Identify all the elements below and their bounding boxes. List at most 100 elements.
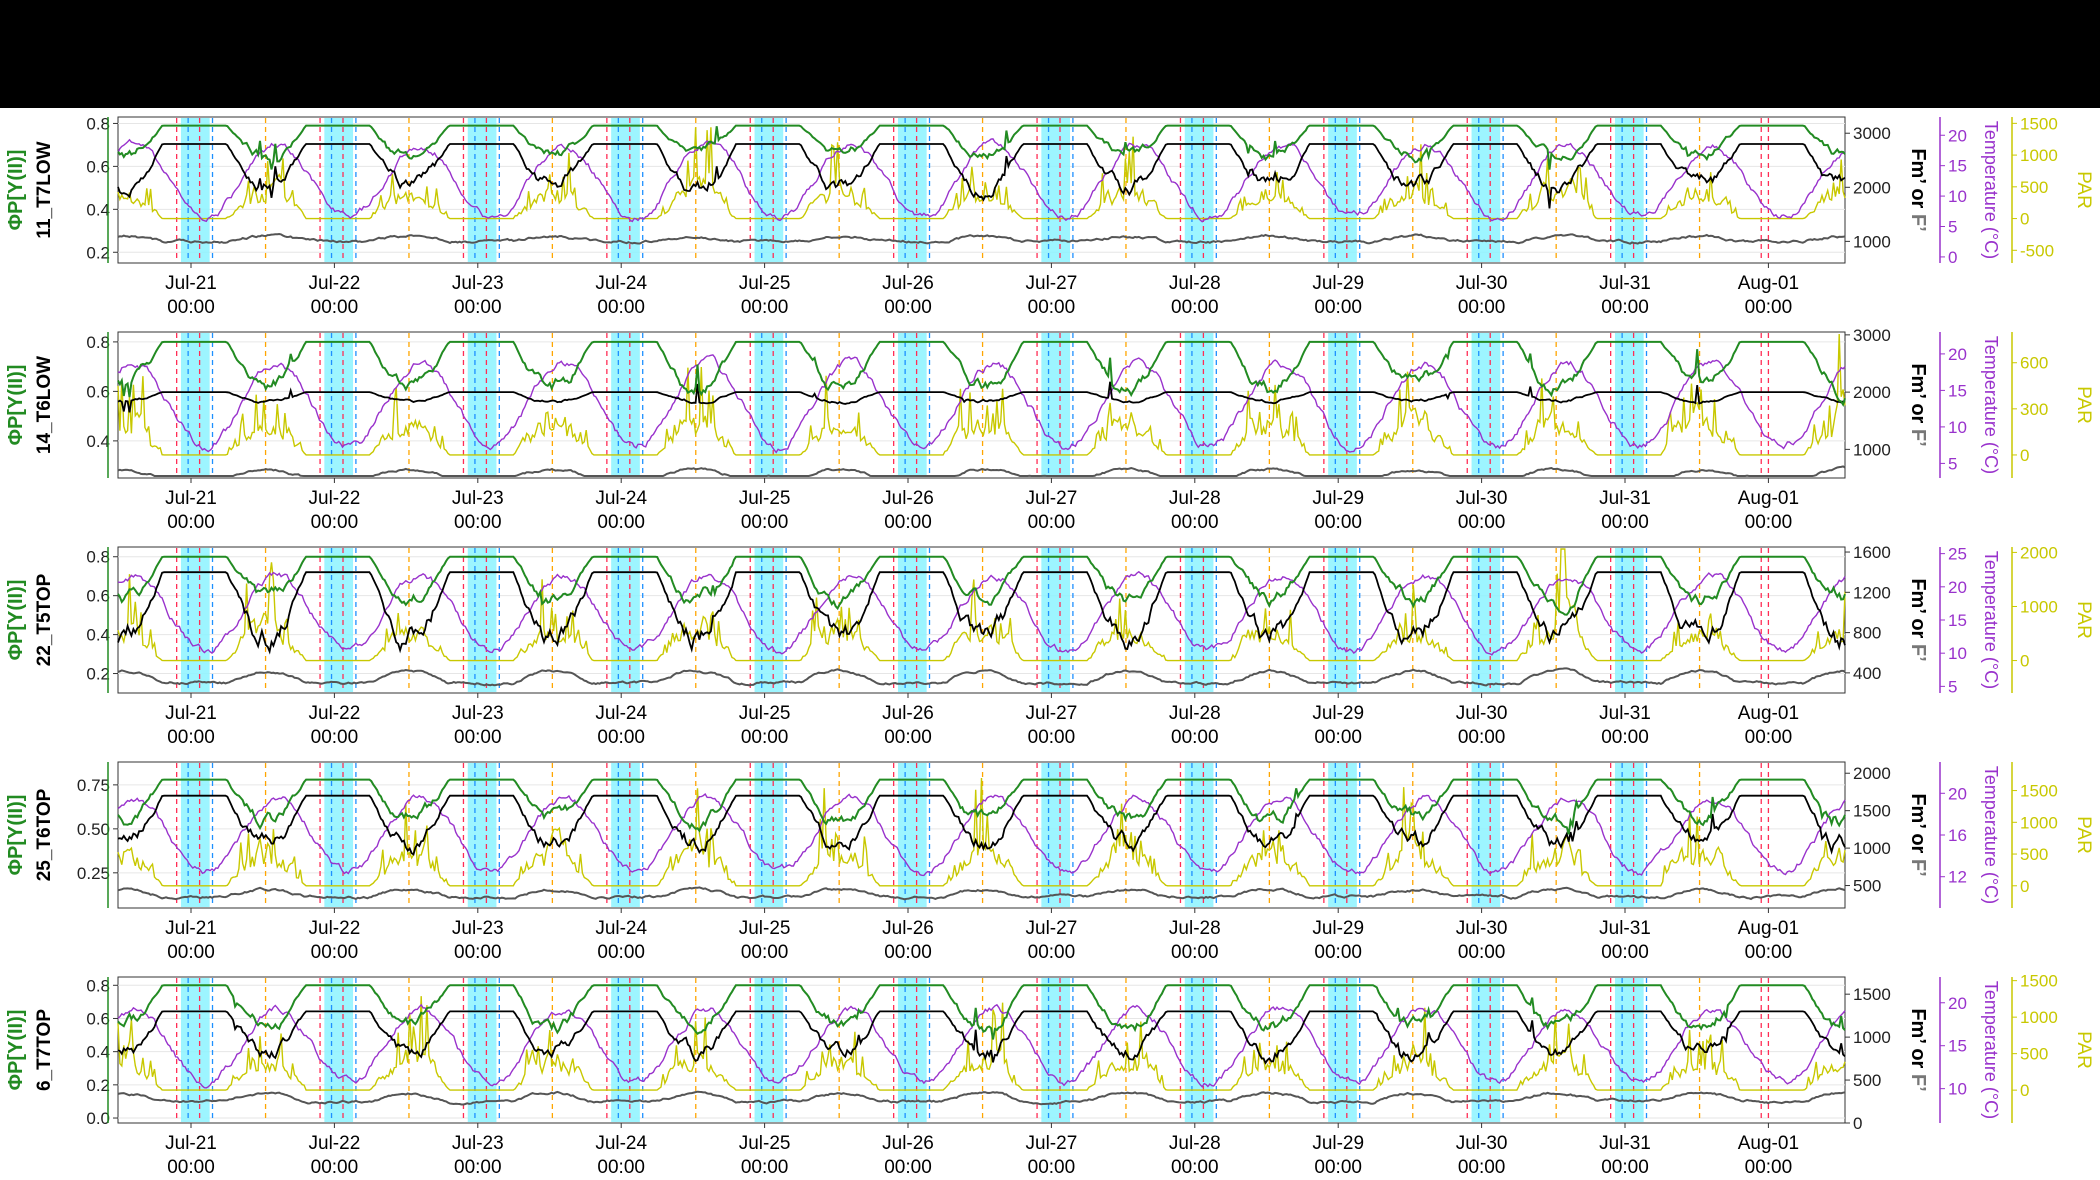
- x-tick-label-date: Jul-24: [595, 918, 647, 939]
- night-shade: [1614, 548, 1644, 692]
- x-tick-label-date: Jul-21: [165, 1133, 217, 1154]
- night-shade: [1184, 118, 1214, 262]
- x-tick-label-time: 00:00: [1028, 1157, 1076, 1178]
- x-tick-label-time: 00:00: [597, 297, 645, 318]
- x-tick-label-time: 00:00: [741, 297, 789, 318]
- temp-tick-label: 10: [1948, 1080, 1967, 1099]
- x-tick-label-time: 00:00: [311, 727, 359, 748]
- night-shade: [1041, 548, 1071, 692]
- fm-axis-title-part: F’: [1907, 429, 1929, 447]
- night-shade: [1471, 763, 1501, 907]
- fm-tick-label: 1000: [1853, 1028, 1891, 1047]
- series-par: [117, 333, 1846, 456]
- series-phi-psii: [117, 340, 1846, 407]
- night-shade: [180, 333, 210, 477]
- x-tick-label-date: Aug-01: [1738, 488, 1799, 509]
- x-tick-label-date: Jul-24: [595, 703, 647, 724]
- x-tick-label-date: Jul-31: [1599, 703, 1651, 724]
- temp-tick-label: 10: [1948, 644, 1967, 663]
- fm-tick-label: 1500: [1853, 802, 1891, 821]
- fm-tick-label: 500: [1853, 877, 1881, 896]
- x-tick-label-time: 00:00: [741, 1157, 789, 1178]
- x-tick-label-date: Jul-22: [309, 918, 361, 939]
- x-tick-label-date: Jul-22: [309, 1133, 361, 1154]
- night-shade: [1041, 763, 1071, 907]
- temp-tick-label: 12: [1948, 868, 1967, 887]
- phi-tick-label: 0.6: [86, 157, 110, 176]
- figure-canvas: 0.2 0.4 0.6 0.8 ΦP[Y(II)] 11_T7LOW Jul-21 00:00…: [0, 108, 2100, 1180]
- night-shade: [1471, 548, 1501, 692]
- x-tick-label-time: 00:00: [1314, 942, 1362, 963]
- x-tick-label-time: 00:00: [1745, 942, 1793, 963]
- phi-tick-label: 0.8: [86, 114, 110, 133]
- fm-tick-label: 1600: [1853, 543, 1891, 562]
- par-tick-label: 0: [2020, 210, 2029, 229]
- temp-tick-label: 10: [1948, 418, 1967, 437]
- x-tick-label-date: Jul-28: [1169, 1133, 1221, 1154]
- temp-tick-label: 15: [1948, 611, 1967, 630]
- x-tick-label-date: Jul-28: [1169, 703, 1221, 724]
- par-axis-title: PAR: [2073, 386, 2094, 424]
- series-f: [117, 886, 1846, 901]
- panel-14_T6LOW: 0.4 0.6 0.8 ΦP[Y(II)] 14_T6LOW Jul-21 00:00 Jul…: [5, 326, 2094, 533]
- x-tick-label-time: 00:00: [1028, 512, 1076, 533]
- x-tick-label-time: 00:00: [1745, 1157, 1793, 1178]
- series-temperature: [117, 793, 1846, 877]
- night-shade: [754, 118, 784, 262]
- x-tick-label-date: Aug-01: [1738, 918, 1799, 939]
- x-tick-label-time: 00:00: [597, 512, 645, 533]
- x-tick-label-date: Jul-30: [1456, 1133, 1508, 1154]
- x-tick-label-date: Jul-27: [1026, 918, 1078, 939]
- x-tick-label-time: 00:00: [454, 727, 502, 748]
- x-tick-label-time: 00:00: [884, 1157, 932, 1178]
- x-tick-label-time: 00:00: [167, 942, 215, 963]
- night-shade: [611, 763, 640, 907]
- night-shade: [180, 763, 210, 907]
- x-tick-label-time: 00:00: [1458, 512, 1506, 533]
- x-tick-label-date: Jul-26: [882, 703, 934, 724]
- temp-tick-label: 0: [1948, 248, 1957, 267]
- par-tick-label: 1000: [2020, 1008, 2058, 1027]
- par-tick-label: 500: [2020, 178, 2048, 197]
- x-tick-label-date: Jul-30: [1456, 273, 1508, 294]
- x-tick-label-time: 00:00: [1171, 1157, 1219, 1178]
- x-tick-label-time: 00:00: [1028, 942, 1076, 963]
- fm-tick-label: 1000: [1853, 232, 1891, 251]
- fm-tick-label: 2000: [1853, 383, 1891, 402]
- night-shade: [1184, 978, 1214, 1122]
- fm-axis-title: Fm’ or F’: [1907, 1008, 1929, 1091]
- x-tick-label-date: Jul-21: [165, 488, 217, 509]
- night-shade: [897, 118, 927, 262]
- x-tick-label-time: 00:00: [1458, 942, 1506, 963]
- fm-axis-title-part: Fm’: [1907, 793, 1929, 828]
- temp-tick-label: 20: [1948, 578, 1967, 597]
- phi-tick-label: 0.50: [77, 820, 110, 839]
- x-tick-label-time: 00:00: [1458, 727, 1506, 748]
- x-tick-label-date: Jul-26: [882, 1133, 934, 1154]
- phi-tick-label: 0.4: [86, 1043, 110, 1062]
- sample-label: 25_T6TOP: [34, 788, 55, 881]
- night-shade: [754, 548, 784, 692]
- night-shade: [754, 978, 784, 1122]
- night-shade: [1184, 548, 1214, 692]
- series-temperature: [117, 570, 1846, 656]
- par-tick-label: 500: [2020, 845, 2048, 864]
- sample-label: 6_T7TOP: [34, 1009, 55, 1091]
- x-tick-label-time: 00:00: [311, 297, 359, 318]
- x-tick-label-date: Jul-26: [882, 918, 934, 939]
- par-tick-label: 2000: [2020, 543, 2058, 562]
- temp-tick-label: 15: [1948, 1037, 1967, 1056]
- x-tick-label-date: Jul-24: [595, 488, 647, 509]
- panel-22_T5TOP: 0.2 0.4 0.6 0.8 ΦP[Y(II)] 22_T5TOP Jul-21 00:00…: [5, 543, 2094, 748]
- night-shade: [897, 763, 927, 907]
- series-f: [117, 667, 1846, 687]
- par-tick-label: 0: [2020, 877, 2029, 896]
- night-shade: [180, 118, 210, 262]
- par-tick-label: -500: [2020, 241, 2054, 260]
- x-tick-label-time: 00:00: [741, 727, 789, 748]
- x-tick-label-date: Jul-31: [1599, 918, 1651, 939]
- x-tick-label-time: 00:00: [1601, 1157, 1649, 1178]
- temp-axis-title: Temperature (°C): [1981, 336, 2001, 474]
- x-tick-label-date: Jul-24: [595, 1133, 647, 1154]
- par-tick-label: 300: [2020, 400, 2048, 419]
